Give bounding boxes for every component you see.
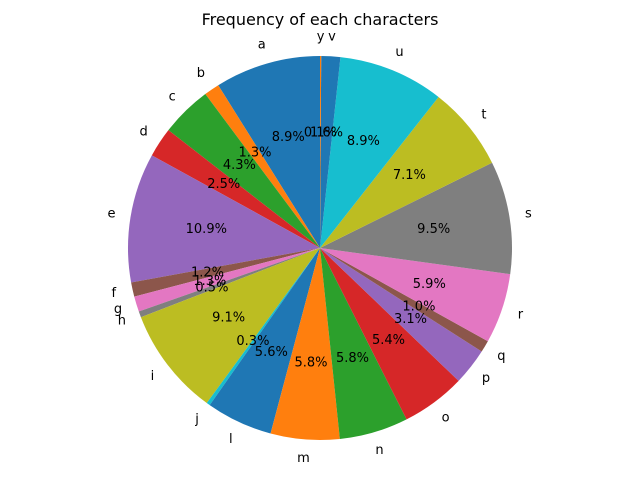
slice-label-s: s [525,207,532,222]
slice-percent-i: 9.1% [212,311,245,326]
pie-slice-j [206,248,320,406]
slice-label-l: l [229,432,233,447]
slice-label-j: j [194,412,199,427]
slice-percent-y: 0.1% [304,125,337,140]
slice-percent-e: 10.9% [186,222,227,237]
slice-percent-g: 1.3% [193,274,226,289]
slice-label-e: e [108,207,116,222]
slice-label-n: n [375,443,383,458]
slice-percent-b: 1.3% [238,145,271,160]
pie-slice-l [209,248,320,434]
pie-slice-i [140,248,320,404]
labels-layer: a 8.9% b 1.3% c 4.3% d 2.5% e 10.9% f 1.2% g 1.3% h 0.5… [108,29,533,466]
slice-label-i: i [151,369,155,384]
slice-percent-h: 0.5% [195,280,228,295]
slice-label-t: t [481,107,486,122]
slice-label-m: m [297,451,310,466]
slice-label-d: d [139,124,147,139]
pie-slice-r [320,248,511,342]
slice-percent-d: 2.5% [207,177,240,192]
pie-slice-p [320,248,482,381]
pie-slice-y [320,55,322,248]
chart-title: Frequency of each characters [201,10,439,29]
pie-slice-a [218,55,320,248]
slice-percent-q: 1.0% [402,300,435,315]
pie-slice-g [134,248,320,312]
slice-percent-n: 5.8% [336,351,369,366]
slice-percent-s: 9.5% [417,222,450,237]
slice-label-y: y [317,29,325,44]
pie-slice-e [128,155,320,283]
slice-percent-l: 5.6% [255,345,288,360]
pie-slice-t [320,96,493,248]
pie-slice-b [205,85,320,248]
pie-slice-n [320,248,407,439]
slice-label-u: u [395,45,403,60]
slice-percent-r: 5.9% [413,277,446,292]
slice-label-b: b [197,66,205,81]
slice-percent-f: 1.2% [191,265,224,280]
slice-label-o: o [442,410,450,425]
pie-slice-v [320,56,341,248]
pie-slice-c [168,94,320,248]
slice-percent-p: 3.1% [394,312,427,327]
slice-label-f: f [112,286,117,301]
slice-label-r: r [518,307,524,322]
slice-percent-v: 1.6% [310,125,343,140]
pie-slice-d [151,130,320,248]
slice-percent-o: 5.4% [372,333,405,348]
slice-label-v: v [328,30,336,45]
pie-slice-u [320,57,439,249]
slice-label-q: q [497,349,505,364]
slice-label-h: h [118,314,126,329]
slice-label-g: g [114,302,122,317]
slice-percent-t: 7.1% [393,168,426,183]
slice-label-a: a [258,37,266,52]
pie-slice-q [320,248,488,352]
pie-slice-m [270,248,340,440]
slice-percent-m: 5.8% [294,355,327,370]
pie-slice-o [320,248,459,420]
pie-slice-s [320,162,512,275]
pie-slice-h [138,248,320,318]
slice-percent-j: 0.3% [236,334,269,349]
slices-layer [128,55,512,440]
slice-label-p: p [482,371,490,386]
pie-slice-f [131,248,320,297]
slice-percent-c: 4.3% [223,158,256,173]
slice-label-c: c [169,90,176,105]
slice-percent-u: 8.9% [347,134,380,149]
slice-percent-a: 8.9% [272,130,305,145]
